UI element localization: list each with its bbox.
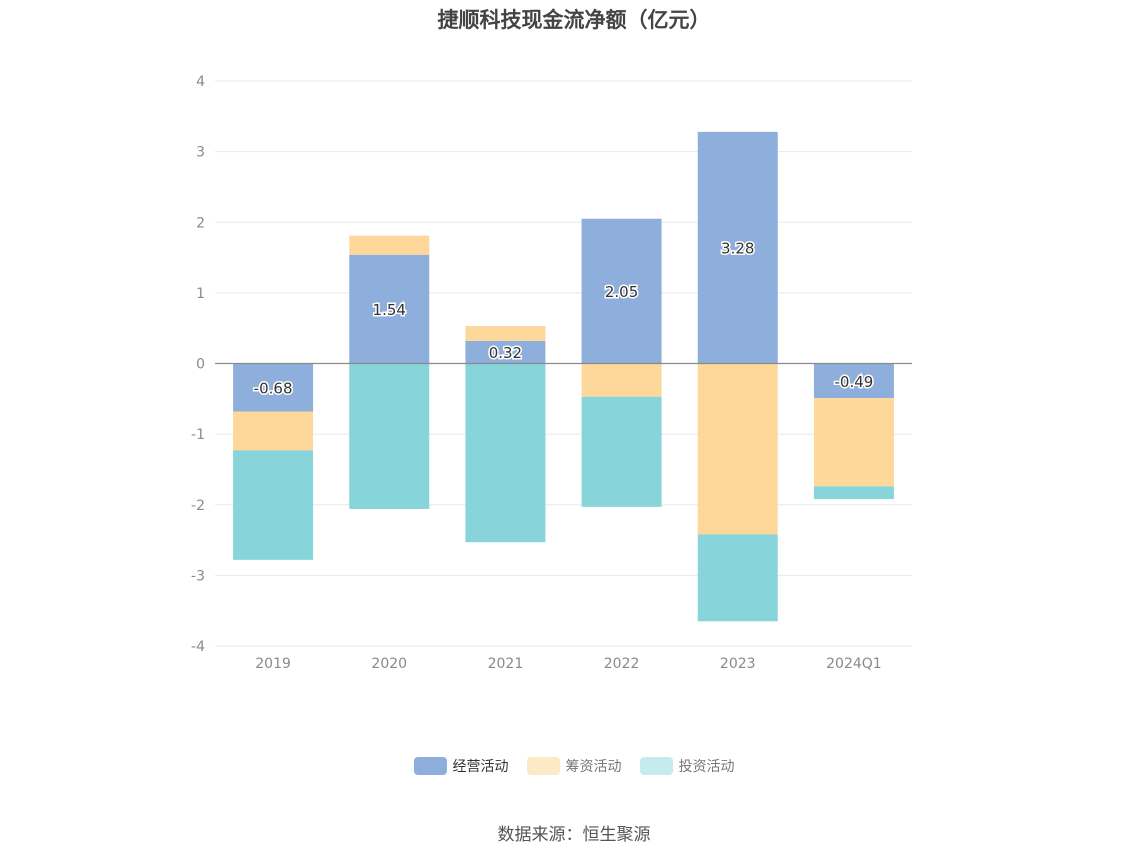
legend-swatch xyxy=(413,757,447,775)
bar-financing xyxy=(465,326,546,341)
y-tick-label: -4 xyxy=(191,639,205,655)
legend-swatch xyxy=(526,757,560,775)
chart-title: 捷顺科技现金流净额（亿元） xyxy=(437,8,711,32)
bar-operating xyxy=(813,363,894,399)
bar-operating xyxy=(697,131,778,364)
bar-investing xyxy=(581,396,662,507)
bar-operating xyxy=(465,340,546,364)
y-tick-label: 1 xyxy=(196,286,205,302)
y-tick-label: 2 xyxy=(196,215,205,231)
legend: 经营活动 筹资活动 投资活动 xyxy=(0,756,1148,776)
bar-financing xyxy=(581,363,662,397)
bar-operating xyxy=(581,218,662,364)
x-tick-label: 2023 xyxy=(720,656,756,672)
x-tick-label: 2024Q1 xyxy=(826,656,882,672)
x-tick-label: 2019 xyxy=(255,656,291,672)
y-tick-label: -1 xyxy=(191,427,205,443)
bar-investing xyxy=(813,486,894,500)
legend-label: 投资活动 xyxy=(678,759,735,775)
legend-label: 筹资活动 xyxy=(565,759,622,775)
bar-investing xyxy=(349,363,430,509)
bar-financing xyxy=(233,411,314,451)
data-label: 3.28 xyxy=(721,240,754,258)
bar-operating xyxy=(233,363,314,412)
legend-item[interactable]: 投资活动 xyxy=(639,756,735,776)
data-label: 0.32 xyxy=(489,344,522,362)
y-tick-label: 3 xyxy=(196,145,205,161)
y-tick-label: -2 xyxy=(191,498,205,514)
bar-operating xyxy=(349,254,430,364)
cash-flow-chart: 4 3 2 1 0 -1 -2 -3 -4 -0.68 2019 1.54 2020 0.32 2021 2.… xyxy=(191,74,912,672)
bar-financing xyxy=(697,363,778,535)
bar-investing xyxy=(697,534,778,622)
data-label: 1.54 xyxy=(373,301,406,319)
y-tick-label: 0 xyxy=(196,357,205,373)
source-note: 数据来源：恒生聚源 xyxy=(497,825,651,845)
data-label: 2.05 xyxy=(605,283,638,301)
legend-item[interactable]: 经营活动 xyxy=(413,756,509,776)
data-label: -0.49 xyxy=(835,373,874,391)
data-label: -0.68 xyxy=(254,380,293,398)
legend-label: 经营活动 xyxy=(452,759,509,775)
x-tick-label: 2020 xyxy=(371,656,407,672)
bar-financing xyxy=(813,398,894,487)
y-tick-label: -3 xyxy=(191,568,205,584)
bar-investing xyxy=(465,363,546,543)
bar-investing xyxy=(233,450,314,560)
x-tick-label: 2022 xyxy=(604,656,640,672)
bar-financing xyxy=(349,235,430,255)
legend-swatch xyxy=(639,757,673,775)
legend-item[interactable]: 筹资活动 xyxy=(526,756,622,776)
x-tick-label: 2021 xyxy=(488,656,524,672)
y-tick-label: 4 xyxy=(196,74,205,90)
